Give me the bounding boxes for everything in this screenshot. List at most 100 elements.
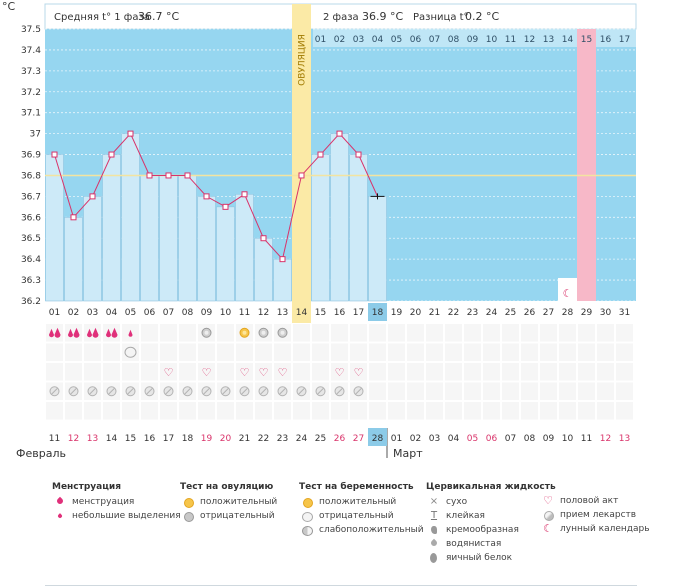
event-cell[interactable] — [596, 381, 615, 401]
event-cell[interactable] — [216, 342, 235, 362]
cycle-day-label[interactable]: 30 — [600, 308, 612, 318]
event-cell[interactable] — [254, 401, 273, 421]
event-cell[interactable] — [311, 362, 330, 382]
event-cell[interactable] — [368, 323, 387, 343]
event-cell[interactable] — [501, 362, 520, 382]
event-cell[interactable] — [83, 362, 102, 382]
event-cell[interactable] — [425, 401, 444, 421]
event-cell[interactable] — [387, 362, 406, 382]
event-cell[interactable] — [501, 342, 520, 362]
event-cell[interactable] — [539, 342, 558, 362]
event-cell[interactable] — [444, 362, 463, 382]
event-cell[interactable] — [330, 323, 349, 343]
event-cell[interactable] — [197, 362, 216, 382]
event-cell[interactable] — [102, 323, 121, 343]
event-cell[interactable] — [45, 401, 64, 421]
event-cell[interactable] — [387, 401, 406, 421]
cycle-day-label[interactable]: 16 — [334, 308, 346, 318]
event-cell[interactable] — [558, 323, 577, 343]
event-cell[interactable] — [45, 362, 64, 382]
event-cell[interactable] — [577, 342, 596, 362]
event-cell[interactable] — [520, 401, 539, 421]
event-cell[interactable] — [425, 362, 444, 382]
cycle-day-label[interactable]: 14 — [296, 308, 308, 318]
event-cell[interactable] — [349, 401, 368, 421]
event-cell[interactable] — [254, 362, 273, 382]
event-cell[interactable] — [273, 362, 292, 382]
event-cell[interactable] — [596, 323, 615, 343]
event-cell[interactable] — [577, 401, 596, 421]
event-cell[interactable] — [520, 323, 539, 343]
event-cell[interactable] — [102, 362, 121, 382]
event-cell[interactable] — [159, 362, 178, 382]
event-cell[interactable] — [463, 401, 482, 421]
event-cell[interactable] — [83, 401, 102, 421]
event-cell[interactable] — [368, 401, 387, 421]
event-cell[interactable] — [406, 362, 425, 382]
event-cell[interactable] — [330, 401, 349, 421]
event-cell[interactable] — [349, 362, 368, 382]
event-cell[interactable] — [292, 401, 311, 421]
event-cell[interactable] — [425, 323, 444, 343]
cycle-day-label[interactable]: 20 — [410, 308, 422, 318]
event-cell[interactable] — [596, 401, 615, 421]
event-cell[interactable] — [178, 362, 197, 382]
event-cell[interactable] — [235, 362, 254, 382]
event-cell[interactable] — [425, 381, 444, 401]
event-cell[interactable] — [387, 323, 406, 343]
event-cell[interactable] — [159, 401, 178, 421]
cycle-day-label[interactable]: 27 — [543, 308, 554, 318]
event-cell[interactable] — [444, 323, 463, 343]
event-cell[interactable] — [216, 362, 235, 382]
event-cell[interactable] — [482, 342, 501, 362]
cycle-day-label[interactable]: 04 — [106, 308, 118, 318]
event-cell[interactable] — [558, 401, 577, 421]
event-cell[interactable] — [311, 401, 330, 421]
cycle-day-label[interactable]: 01 — [49, 308, 60, 318]
event-cell[interactable] — [406, 342, 425, 362]
event-cell[interactable] — [235, 342, 254, 362]
event-cell[interactable] — [102, 342, 121, 362]
event-cell[interactable] — [102, 401, 121, 421]
event-cell[interactable] — [482, 323, 501, 343]
cycle-day-label[interactable]: 10 — [220, 308, 232, 318]
event-cell[interactable] — [615, 362, 634, 382]
event-cell[interactable] — [501, 323, 520, 343]
cycle-day-label[interactable]: 13 — [277, 308, 288, 318]
cycle-day-label[interactable]: 02 — [68, 308, 79, 318]
event-cell[interactable] — [596, 362, 615, 382]
event-cell[interactable] — [349, 342, 368, 362]
cycle-day-label[interactable]: 17 — [353, 308, 364, 318]
cycle-day-label[interactable]: 26 — [524, 308, 536, 318]
event-cell[interactable] — [558, 342, 577, 362]
cycle-day-label[interactable]: 22 — [448, 308, 459, 318]
event-cell[interactable] — [178, 401, 197, 421]
event-rows[interactable]: ♡ ♡ ♡ ♡ ♡ ♡ ♡ — [45, 323, 634, 421]
cycle-day-label[interactable]: 21 — [429, 308, 440, 318]
event-cell[interactable] — [482, 401, 501, 421]
event-cell[interactable] — [64, 362, 83, 382]
event-cell[interactable] — [539, 323, 558, 343]
event-cell[interactable] — [368, 342, 387, 362]
event-cell[interactable] — [64, 323, 83, 343]
event-cell[interactable] — [406, 401, 425, 421]
event-cell[interactable] — [615, 323, 634, 343]
event-cell[interactable] — [311, 323, 330, 343]
event-cell[interactable] — [121, 401, 140, 421]
cycle-day-label[interactable]: 03 — [87, 308, 98, 318]
event-cell[interactable] — [330, 362, 349, 382]
cycle-day-label[interactable]: 09 — [201, 308, 213, 318]
event-cell[interactable] — [463, 342, 482, 362]
event-cell[interactable] — [539, 381, 558, 401]
event-cell[interactable] — [330, 342, 349, 362]
cycle-day-label[interactable]: 06 — [144, 308, 156, 318]
event-cell[interactable] — [159, 323, 178, 343]
event-cell[interactable] — [577, 362, 596, 382]
event-cell[interactable] — [463, 323, 482, 343]
event-cell[interactable] — [425, 342, 444, 362]
cycle-day-label[interactable]: 07 — [163, 308, 174, 318]
cycle-day-label[interactable]: 11 — [239, 308, 250, 318]
event-cell[interactable] — [121, 362, 140, 382]
event-cell[interactable] — [577, 381, 596, 401]
event-cell[interactable] — [83, 342, 102, 362]
